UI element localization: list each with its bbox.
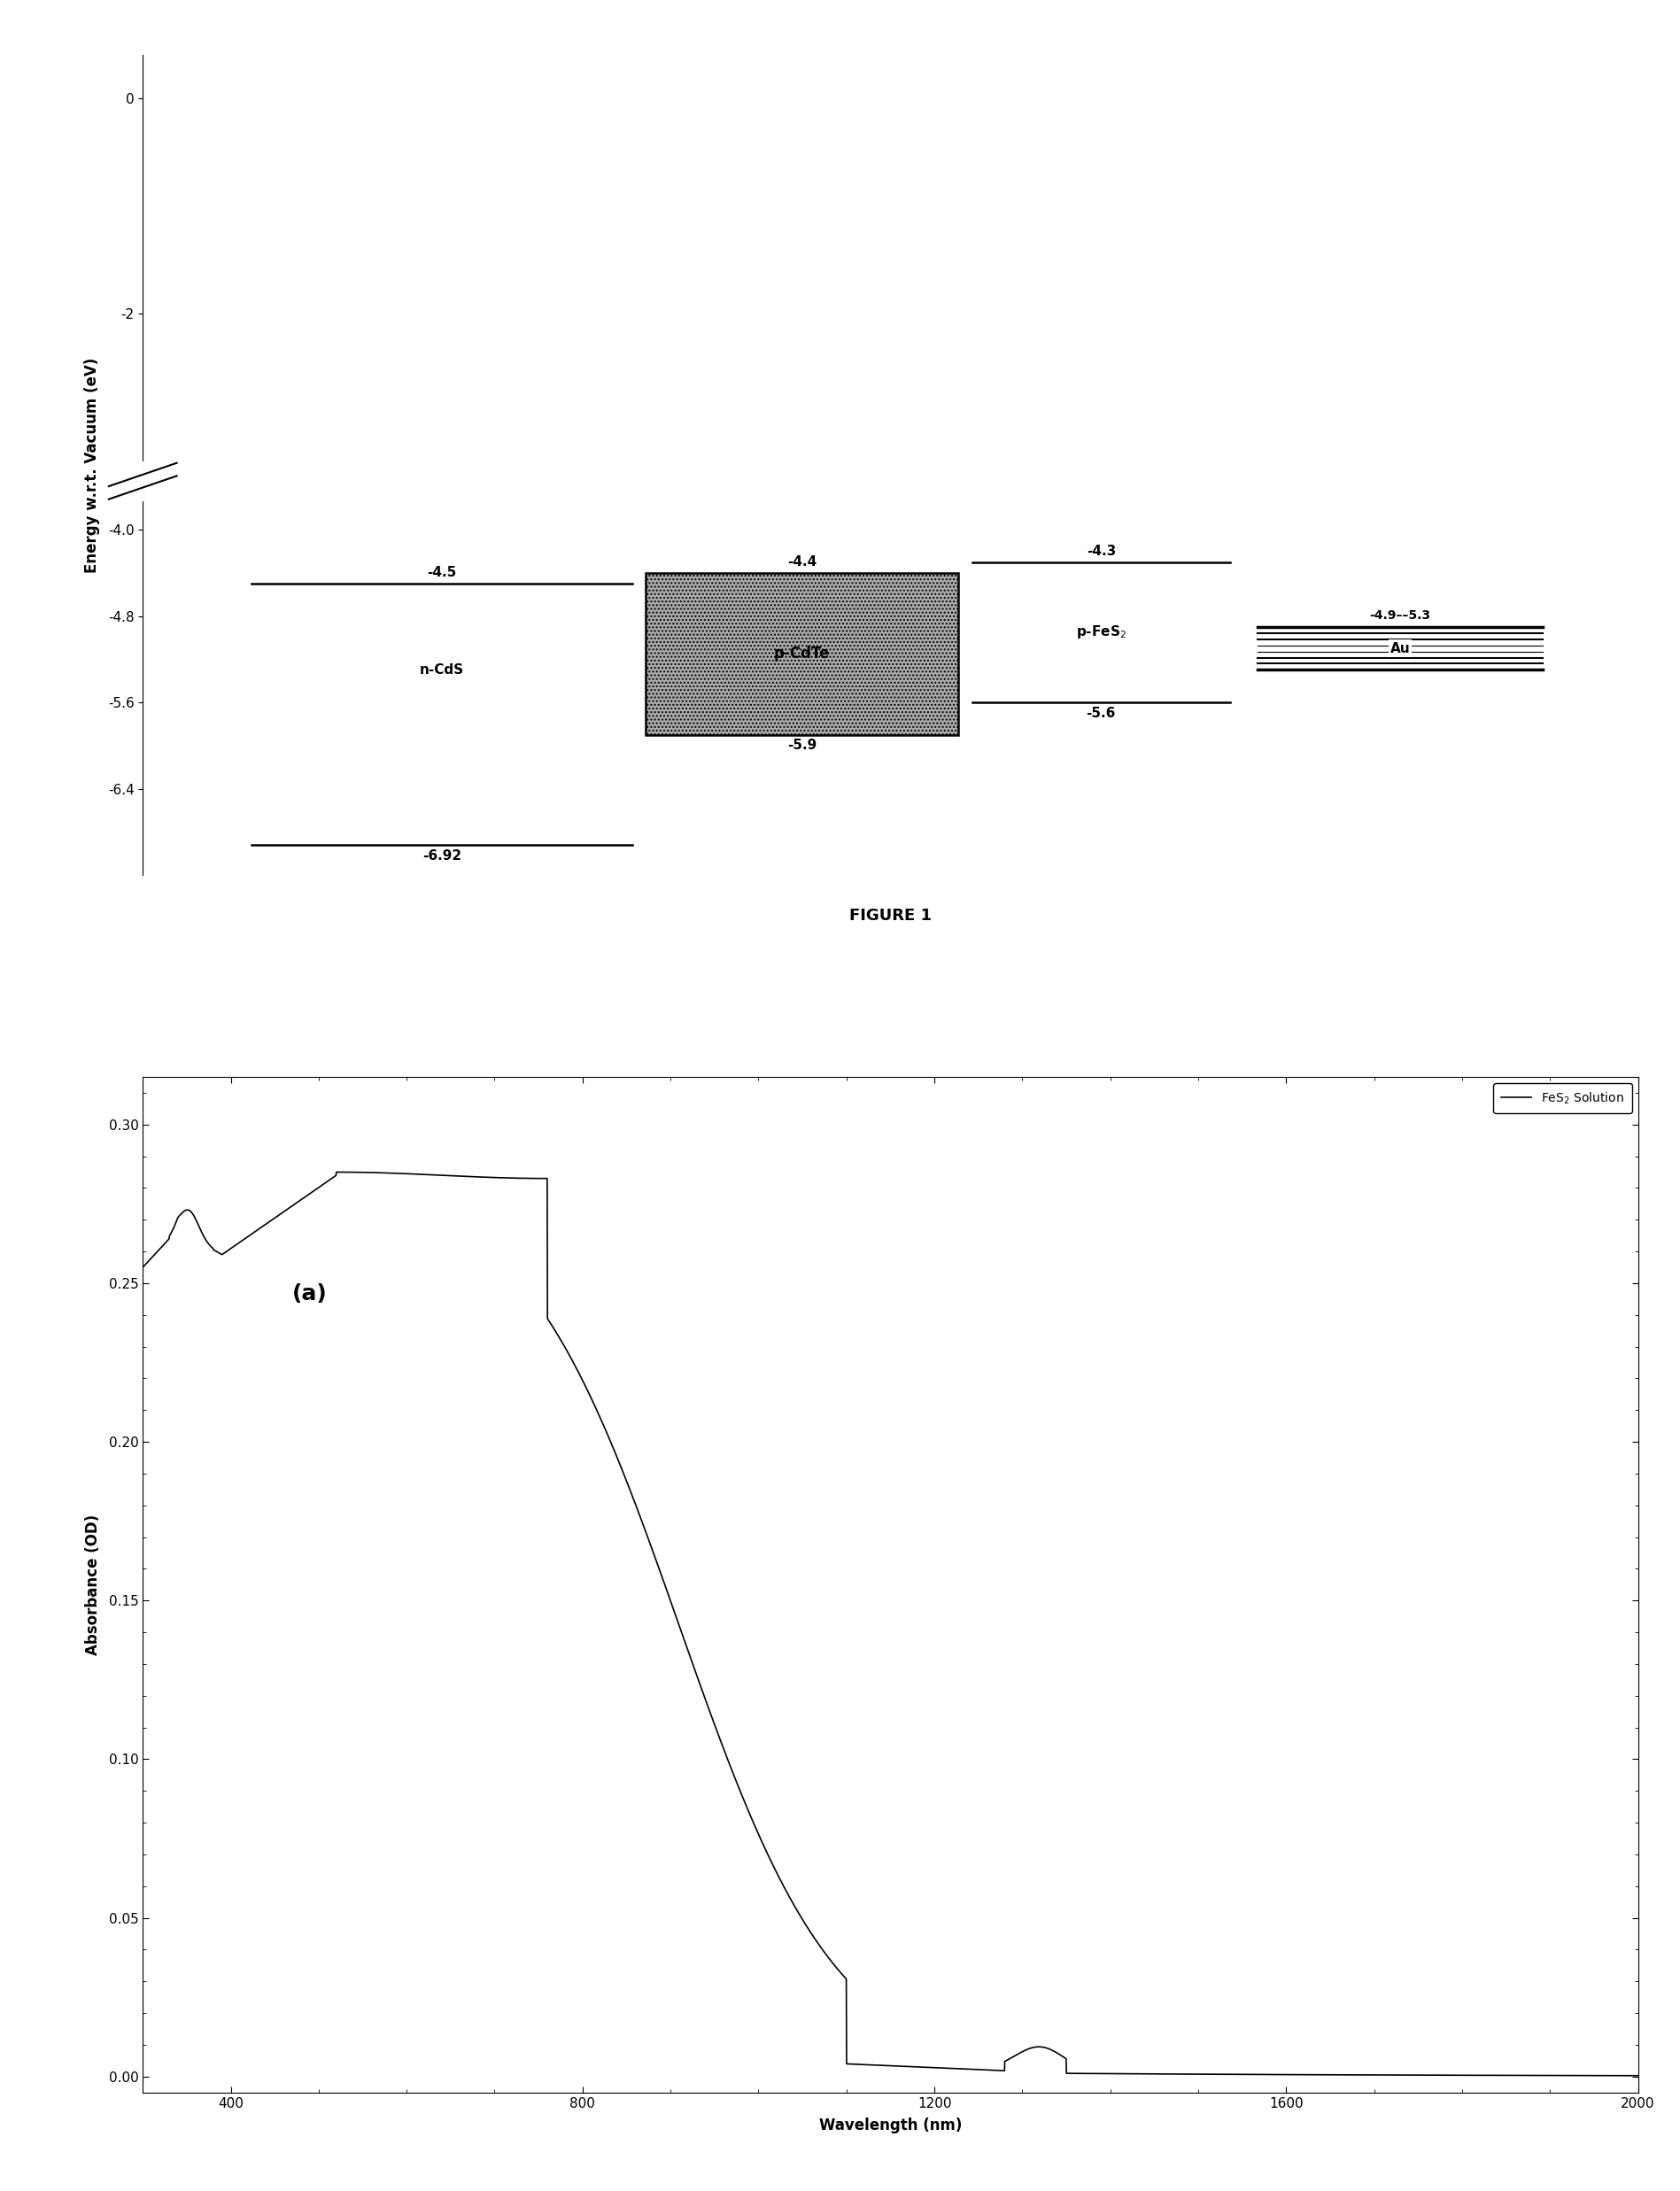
Text: p-FeS$_2$: p-FeS$_2$ — [1075, 624, 1126, 640]
Y-axis label: Absorbance (OD): Absorbance (OD) — [86, 1514, 101, 1654]
Text: p-CdTe: p-CdTe — [774, 646, 830, 662]
Text: -5.6: -5.6 — [1087, 708, 1116, 721]
Bar — [645, 572, 958, 734]
Text: -6.92: -6.92 — [422, 850, 462, 863]
Text: -4.9––5.3: -4.9––5.3 — [1369, 609, 1431, 622]
Text: FIGURE 1: FIGURE 1 — [848, 907, 932, 925]
Text: -4.3: -4.3 — [1087, 543, 1116, 559]
Text: -4.5: -4.5 — [427, 565, 457, 578]
Legend: FeS$_2$ Solution: FeS$_2$ Solution — [1494, 1082, 1631, 1113]
Text: (a): (a) — [292, 1284, 328, 1306]
Text: -4.4: -4.4 — [788, 554, 816, 567]
Text: -5.9: -5.9 — [788, 738, 816, 752]
Bar — [645, 572, 958, 734]
X-axis label: Wavelength (nm): Wavelength (nm) — [818, 2117, 963, 2134]
Text: n-CdS: n-CdS — [420, 664, 464, 677]
Y-axis label: Energy w.r.t. Vacuum (eV): Energy w.r.t. Vacuum (eV) — [84, 357, 101, 572]
Text: Au: Au — [1389, 642, 1410, 655]
